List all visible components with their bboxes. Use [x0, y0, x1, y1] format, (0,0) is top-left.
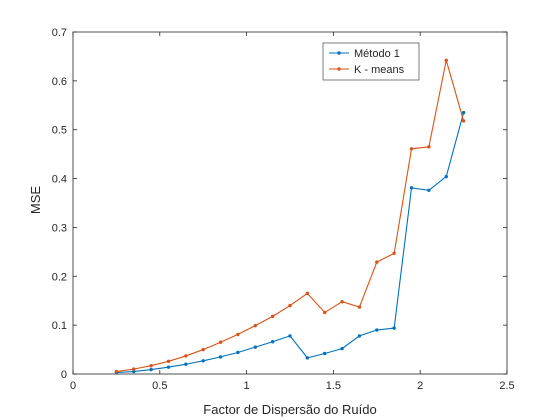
- data-point-metodo-1: [323, 351, 327, 356]
- data-point-metodo-1: [218, 355, 223, 359]
- data-point-k-means: [288, 303, 292, 308]
- data-point-metodo-1: [305, 356, 310, 360]
- data-point-k-means: [149, 363, 153, 368]
- legend-marker-metodo-1: [337, 51, 341, 55]
- data-point-k-means: [427, 145, 431, 149]
- data-point-metodo-1: [427, 188, 431, 192]
- data-point-metodo-1: [444, 174, 448, 179]
- legend: Método 1 K - means: [322, 42, 420, 81]
- legend-marker-k-means: [337, 67, 341, 71]
- data-point-k-means: [114, 369, 119, 374]
- data-point-k-means: [166, 359, 171, 363]
- x-tick-label: 0: [70, 380, 76, 392]
- data-point-metodo-1: [461, 110, 466, 115]
- legend-box: [322, 42, 420, 81]
- y-tick-label: 0.2: [52, 271, 67, 283]
- y-tick-label: 0.1: [52, 320, 67, 332]
- data-point-metodo-1: [166, 365, 171, 369]
- data-point-metodo-1: [132, 369, 136, 374]
- data-point-k-means: [357, 305, 362, 309]
- x-tick-label: 2: [417, 380, 423, 392]
- x-axis-label: Factor de Dispersão do Ruído: [203, 402, 376, 417]
- x-tick-label: 0.5: [152, 380, 167, 392]
- data-point-k-means: [392, 251, 396, 256]
- y-tick-label: 0.4: [52, 174, 67, 186]
- y-tick-label: 0.3: [52, 222, 67, 234]
- data-point-metodo-1: [236, 350, 240, 355]
- data-point-metodo-1: [357, 334, 362, 338]
- data-point-metodo-1: [288, 334, 292, 338]
- legend-label-k-means: K - means: [354, 64, 405, 76]
- y-tick-label: 0.7: [52, 27, 67, 39]
- data-point-metodo-1: [184, 362, 188, 366]
- data-point-k-means: [375, 260, 379, 264]
- data-point-k-means: [270, 314, 275, 319]
- data-point-k-means: [253, 323, 257, 328]
- x-tick-label: 1: [244, 380, 250, 392]
- y-tick-label: 0.5: [52, 125, 67, 137]
- data-point-k-means: [409, 147, 414, 151]
- ticks: 0 0.5 1 1.5 2 2.5 0 0.1 0.2 0.3 0.4 0.5 0.6 0.7: [52, 27, 515, 392]
- data-point-k-means: [201, 347, 205, 352]
- data-point-k-means: [323, 310, 327, 315]
- plot-area: [72, 31, 508, 375]
- series-layer: [114, 58, 466, 375]
- data-point-k-means: [461, 119, 466, 123]
- y-axis-label: MSE: [28, 186, 43, 215]
- data-point-metodo-1: [253, 345, 257, 349]
- data-point-k-means: [340, 299, 344, 304]
- axes-frame: [72, 31, 508, 375]
- data-point-metodo-1: [340, 346, 344, 351]
- y-tick-label: 0.6: [52, 76, 67, 88]
- data-point-k-means: [236, 332, 240, 337]
- data-point-metodo-1: [375, 328, 379, 332]
- data-point-k-means: [132, 367, 136, 371]
- legend-label-metodo-1: Método 1: [354, 48, 400, 60]
- x-tick-label: 1.5: [326, 380, 341, 392]
- data-point-k-means: [184, 354, 188, 358]
- data-point-metodo-1: [149, 367, 153, 372]
- data-point-metodo-1: [392, 326, 396, 330]
- x-tick-label: 2.5: [499, 380, 514, 392]
- data-point-metodo-1: [270, 340, 275, 344]
- data-point-k-means: [218, 340, 223, 344]
- data-point-k-means: [305, 291, 310, 296]
- y-tick-label: 0: [61, 369, 67, 381]
- data-point-metodo-1: [409, 186, 414, 190]
- data-point-metodo-1: [201, 359, 205, 363]
- data-point-k-means: [444, 58, 448, 63]
